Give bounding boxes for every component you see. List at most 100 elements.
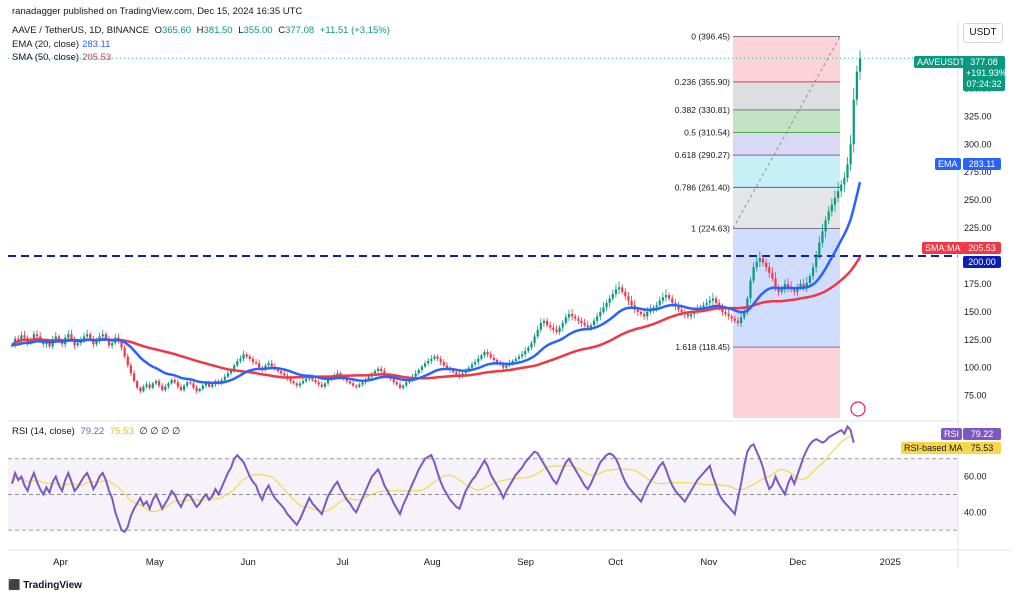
y-tick-label: 175.00 xyxy=(964,279,992,289)
candle-body xyxy=(192,383,195,388)
candle-body xyxy=(733,318,736,321)
candle-body xyxy=(830,204,833,212)
candle-body xyxy=(724,311,727,315)
candle-body xyxy=(245,354,248,357)
candle-body xyxy=(686,314,689,317)
candle-body xyxy=(320,384,323,387)
candle-body xyxy=(480,355,483,359)
rsi-value-tag: 79.22 xyxy=(963,428,1001,440)
candle-body xyxy=(627,296,630,301)
ema-legend[interactable]: EMA (20, close) 283.11 xyxy=(12,39,113,50)
candle-body xyxy=(502,364,505,368)
fib-level-label: 1 (224.63) xyxy=(691,223,730,233)
candle-body xyxy=(54,336,57,340)
ema-legend-value: 283.11 xyxy=(82,39,111,50)
fib-extension-zone xyxy=(733,347,840,418)
rsi-legend[interactable]: RSI (14, close) 79.22 75.53 ∅ ∅ ∅ ∅ xyxy=(12,426,183,437)
candle-body xyxy=(173,380,176,383)
candle-body xyxy=(298,383,301,386)
candle-body xyxy=(186,382,189,386)
fib-retracement: 0 (396.45) 0.236 (355.90) 0.382 (330.81) 0.… xyxy=(675,32,841,418)
x-tick-label: Aug xyxy=(424,557,441,568)
candle-body xyxy=(86,334,89,337)
candle-body xyxy=(539,323,542,330)
candle-body xyxy=(351,383,355,386)
candle-body xyxy=(589,325,592,328)
candle-body xyxy=(580,320,583,324)
tradingview-logo[interactable]: ⬛ TradingView xyxy=(8,580,82,591)
candle-body xyxy=(721,307,724,312)
candle-body xyxy=(229,369,233,374)
candle-body xyxy=(583,323,586,326)
candle-body xyxy=(270,363,273,367)
candle-body xyxy=(254,362,258,364)
candle-body xyxy=(183,385,186,391)
candle-body xyxy=(552,327,555,330)
rsi-line xyxy=(11,424,855,534)
candle-body xyxy=(768,267,771,273)
candle-body xyxy=(520,354,524,357)
candle-body xyxy=(514,358,517,362)
current-price-tag: 377.08 +191.93% 07:24:32 xyxy=(963,56,1007,91)
candle-body xyxy=(45,342,48,345)
candle-body xyxy=(427,361,430,364)
candle-body xyxy=(564,317,567,324)
candle-body xyxy=(164,386,167,391)
candle-body xyxy=(276,368,280,372)
price-tag-countdown: 07:24:32 xyxy=(966,79,1002,89)
candle-body xyxy=(636,309,639,312)
candle-body xyxy=(92,338,95,345)
x-tick-label: Nov xyxy=(700,557,717,568)
candle-body xyxy=(70,334,73,339)
candle-body xyxy=(599,311,602,317)
candle-body xyxy=(301,381,305,384)
tradingview-icon: ⬛ xyxy=(8,580,24,591)
support-level-line xyxy=(8,57,958,258)
candle-body xyxy=(195,387,198,392)
sma-legend[interactable]: SMA (50, close) 205.53 xyxy=(12,52,114,63)
candle-body xyxy=(758,258,761,262)
fib-level-label: 0.382 (330.81) xyxy=(675,105,730,115)
candle-body xyxy=(511,361,514,364)
candle-body xyxy=(840,184,843,192)
candle-body xyxy=(846,164,849,178)
currency-button[interactable]: USDT xyxy=(963,23,1003,43)
candle-body xyxy=(198,388,201,392)
candle-body xyxy=(201,385,204,389)
candle-body xyxy=(646,311,649,317)
candle-body xyxy=(267,363,270,366)
fib-level-label: 1.618 (118.45) xyxy=(675,342,730,352)
rsi-ma-value-tag: 75.53 xyxy=(963,442,1001,454)
candle-body xyxy=(693,311,696,315)
candle-body xyxy=(545,320,549,326)
candle-body xyxy=(527,347,530,351)
ema-20-line xyxy=(11,181,862,385)
candle-body xyxy=(577,318,580,321)
candle-body xyxy=(852,99,855,145)
candle-body xyxy=(151,383,154,388)
candle-body xyxy=(348,381,352,384)
moving-averages xyxy=(11,181,862,385)
candle-body xyxy=(849,144,852,165)
candle-body xyxy=(292,381,295,384)
candle-body xyxy=(614,289,618,294)
candle-body xyxy=(323,383,327,387)
candle-body xyxy=(104,334,107,339)
candle-body xyxy=(542,320,546,324)
candle-body xyxy=(761,258,765,263)
candle-body xyxy=(67,334,70,338)
candle-body xyxy=(10,345,14,347)
candle-body xyxy=(154,381,158,384)
rsi-legend-extra: ∅ ∅ ∅ ∅ xyxy=(139,426,181,437)
symbol-name[interactable]: AAVE / TetherUS, 1D, BINANCE xyxy=(12,25,149,36)
candle-body xyxy=(89,334,92,339)
candle-body xyxy=(730,316,733,319)
y-tick-label: 325.00 xyxy=(964,111,992,121)
candle-body xyxy=(136,381,139,388)
candle-body xyxy=(492,357,495,360)
x-tick-label: Sep xyxy=(517,557,534,568)
candle-body xyxy=(223,376,226,381)
fib-level-label: 0.5 (310.54) xyxy=(684,128,730,138)
candle-body xyxy=(642,314,646,317)
y-tick-label: 100.00 xyxy=(964,363,992,373)
